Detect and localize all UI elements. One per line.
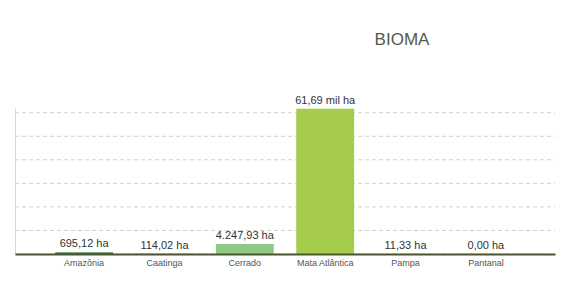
- grid-line: [15, 136, 555, 137]
- x-tick-label: Caatinga: [146, 258, 182, 268]
- x-tick-label: Amazônia: [64, 258, 104, 268]
- data-labels: 695,12 ha 114,02 ha 4.247,93 ha 61,69 mil h…: [60, 94, 505, 251]
- x-axis: Amazônia Caatinga Cerrado Mata Atlântica Pam…: [16, 254, 556, 268]
- y-axis-line: [15, 109, 16, 255]
- data-label: 4.247,93 ha: [216, 229, 275, 241]
- y-axis: [15, 109, 16, 255]
- data-label: 114,02 ha: [140, 239, 189, 251]
- data-label: 695,12 ha: [60, 237, 110, 249]
- grid-line: [15, 183, 555, 184]
- x-tick-label: Pantanal: [468, 258, 504, 268]
- grid-line: [15, 159, 555, 160]
- chart: BIOMA Amazônia Caatinga Cerrado Mata Atlânti…: [0, 0, 562, 289]
- grid: [15, 113, 555, 254]
- x-tick-label: Cerrado: [229, 258, 262, 268]
- bar: [296, 109, 354, 254]
- x-tick: Cerrado: [229, 254, 262, 268]
- x-tick: Pampa: [391, 254, 420, 268]
- x-axis-line: [16, 254, 556, 256]
- bars: [55, 109, 434, 254]
- data-label: 61,69 mil ha: [295, 94, 356, 106]
- x-tick-label: Mata Atlântica: [297, 258, 354, 268]
- data-label: 11,33 ha: [385, 239, 428, 251]
- bar: [216, 244, 274, 254]
- x-tick: Pantanal: [468, 254, 504, 268]
- data-label: 0,00 ha: [468, 239, 506, 251]
- x-tick: Caatinga: [146, 254, 182, 268]
- x-tick: Mata Atlântica: [297, 254, 354, 268]
- grid-line: [15, 230, 555, 231]
- grid-line: [15, 112, 555, 113]
- title: BIOMA: [375, 30, 430, 49]
- grid-line: [15, 206, 555, 207]
- x-tick: Amazônia: [64, 254, 104, 268]
- x-tick-label: Pampa: [391, 258, 420, 268]
- grid-line: [15, 254, 555, 255]
